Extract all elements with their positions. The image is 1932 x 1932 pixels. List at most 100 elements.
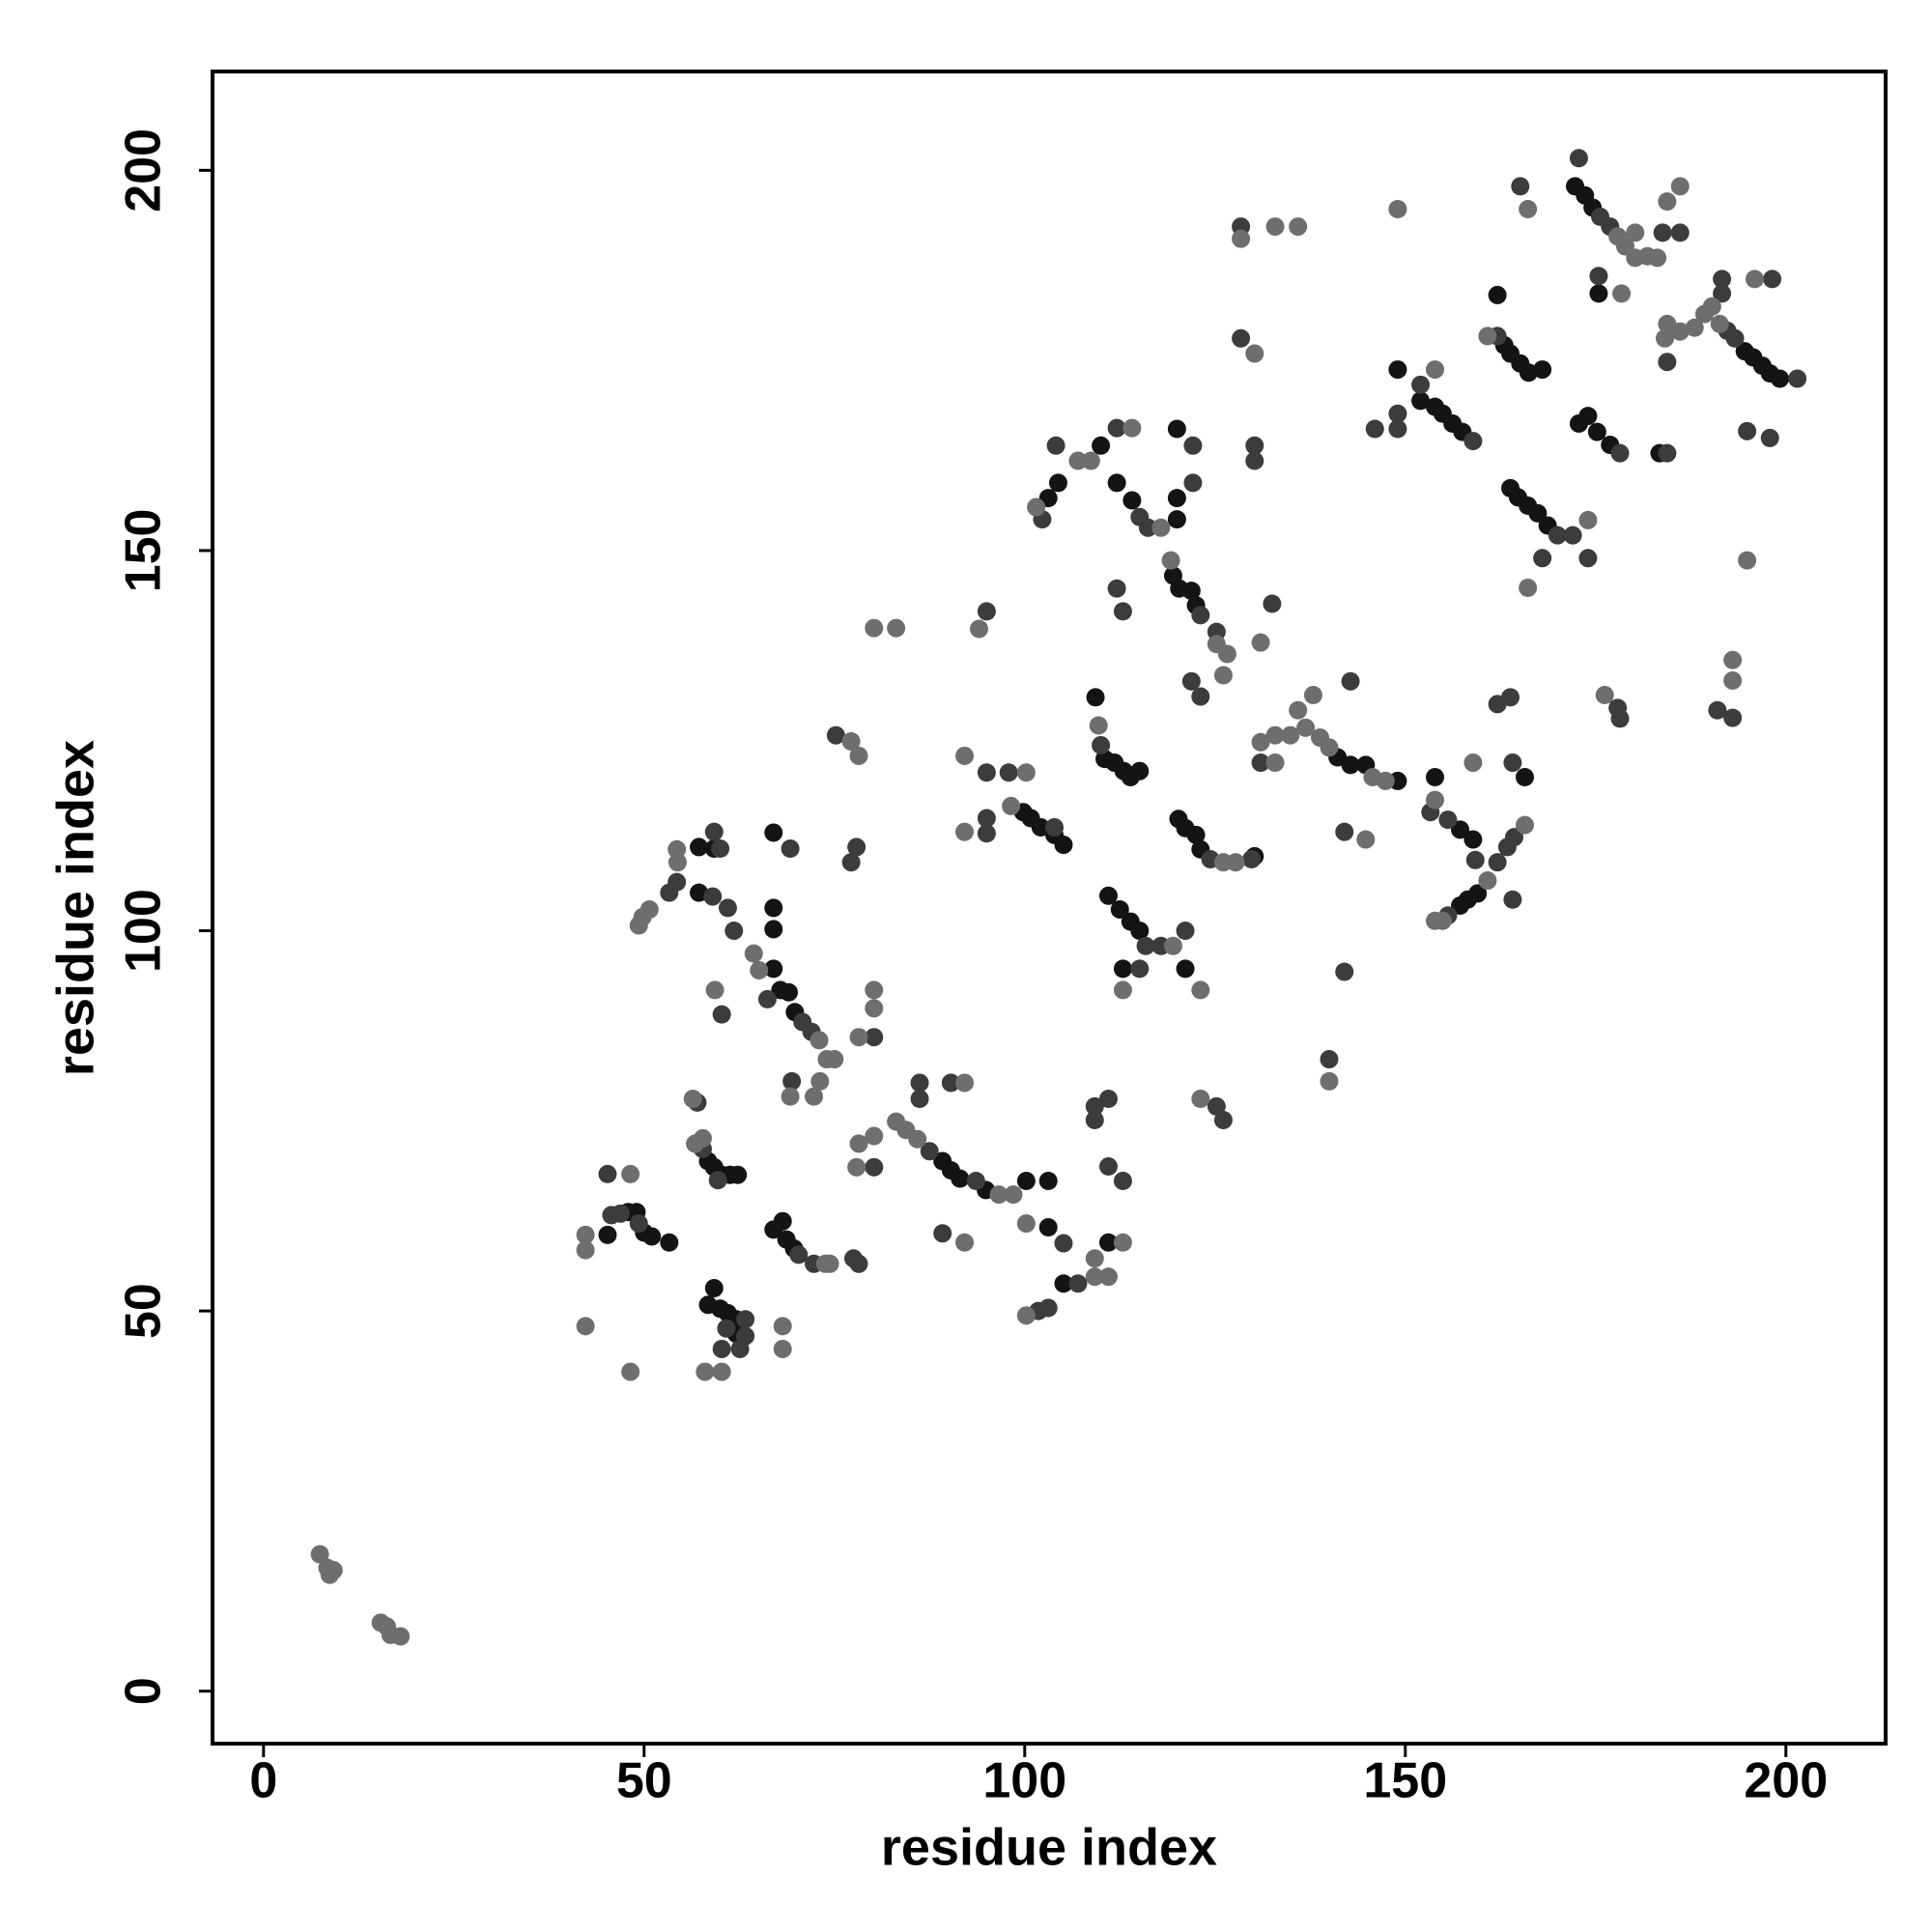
plot-frame (211, 70, 1888, 1746)
point (1183, 473, 1203, 493)
x-tick-label: 0 (249, 1753, 277, 1809)
point (1723, 708, 1743, 727)
point (1341, 755, 1360, 775)
point (989, 1185, 1009, 1205)
point (621, 1164, 640, 1183)
point (977, 763, 996, 782)
point (1038, 1218, 1058, 1237)
point (1265, 753, 1285, 773)
point (933, 1224, 952, 1243)
point (1191, 687, 1210, 706)
point (1122, 491, 1142, 510)
point (1488, 853, 1507, 872)
point (576, 1225, 595, 1244)
point (1086, 688, 1105, 707)
point (865, 1157, 884, 1177)
point (1356, 830, 1376, 849)
point (1770, 369, 1789, 388)
point (708, 1171, 727, 1190)
point (1186, 825, 1206, 844)
point (955, 822, 975, 841)
point (780, 982, 799, 1002)
point (941, 1073, 960, 1093)
point (1113, 602, 1132, 621)
point (1320, 738, 1339, 757)
point (1626, 223, 1645, 242)
point (1265, 725, 1285, 745)
point (1167, 489, 1186, 508)
point (865, 1028, 884, 1047)
point (1163, 936, 1182, 955)
point (1303, 685, 1322, 704)
point (1113, 1233, 1132, 1252)
point (1569, 149, 1588, 168)
point (1341, 671, 1360, 691)
point (391, 1627, 411, 1646)
point (1122, 418, 1142, 438)
point (1438, 810, 1458, 830)
point (717, 1319, 736, 1338)
point (1612, 284, 1632, 303)
point (1723, 650, 1743, 669)
point (1411, 375, 1431, 394)
point (1465, 850, 1485, 869)
point (1563, 526, 1582, 545)
point (1107, 579, 1126, 598)
point (1081, 451, 1100, 470)
point (1281, 725, 1300, 745)
point (1451, 820, 1470, 839)
point (1245, 451, 1264, 470)
point (1048, 473, 1067, 493)
point (1176, 959, 1195, 979)
point (1113, 980, 1132, 1000)
point (955, 746, 975, 765)
points (310, 149, 1807, 1646)
point (1016, 1214, 1036, 1234)
point (690, 838, 709, 857)
point (668, 853, 687, 872)
point (1670, 177, 1690, 196)
point (1655, 328, 1674, 348)
point (1788, 369, 1807, 388)
point (1110, 899, 1129, 919)
point (1658, 314, 1677, 333)
point (1519, 199, 1538, 218)
point (1426, 911, 1445, 930)
point (1098, 1233, 1118, 1252)
point (1388, 419, 1407, 439)
point (1089, 716, 1108, 735)
point (1670, 223, 1690, 242)
point (1388, 404, 1407, 423)
point (1085, 1111, 1104, 1130)
point (1587, 422, 1606, 441)
point (1738, 421, 1757, 440)
point (1016, 1306, 1036, 1325)
point (849, 1254, 868, 1273)
point (1463, 830, 1483, 849)
x-tick-label: 50 (616, 1753, 672, 1809)
point (1016, 763, 1036, 782)
point (1130, 761, 1150, 781)
point (999, 763, 1018, 782)
point (1702, 297, 1721, 316)
point (736, 1310, 755, 1329)
point (711, 838, 730, 858)
point (825, 1050, 844, 1069)
point (1658, 192, 1677, 212)
point (1068, 1274, 1088, 1293)
point (1653, 223, 1672, 242)
point (1533, 360, 1552, 380)
point (1335, 962, 1354, 981)
point (1038, 1171, 1058, 1190)
point (1463, 432, 1483, 451)
point (1503, 890, 1522, 909)
point (1488, 285, 1507, 304)
point (1217, 644, 1236, 664)
point (1610, 443, 1630, 463)
point (1213, 666, 1233, 685)
point (1092, 436, 1111, 455)
point (908, 1129, 927, 1149)
y-tick-label: 0 (116, 1677, 172, 1705)
point (1595, 685, 1614, 704)
point (773, 1317, 792, 1336)
